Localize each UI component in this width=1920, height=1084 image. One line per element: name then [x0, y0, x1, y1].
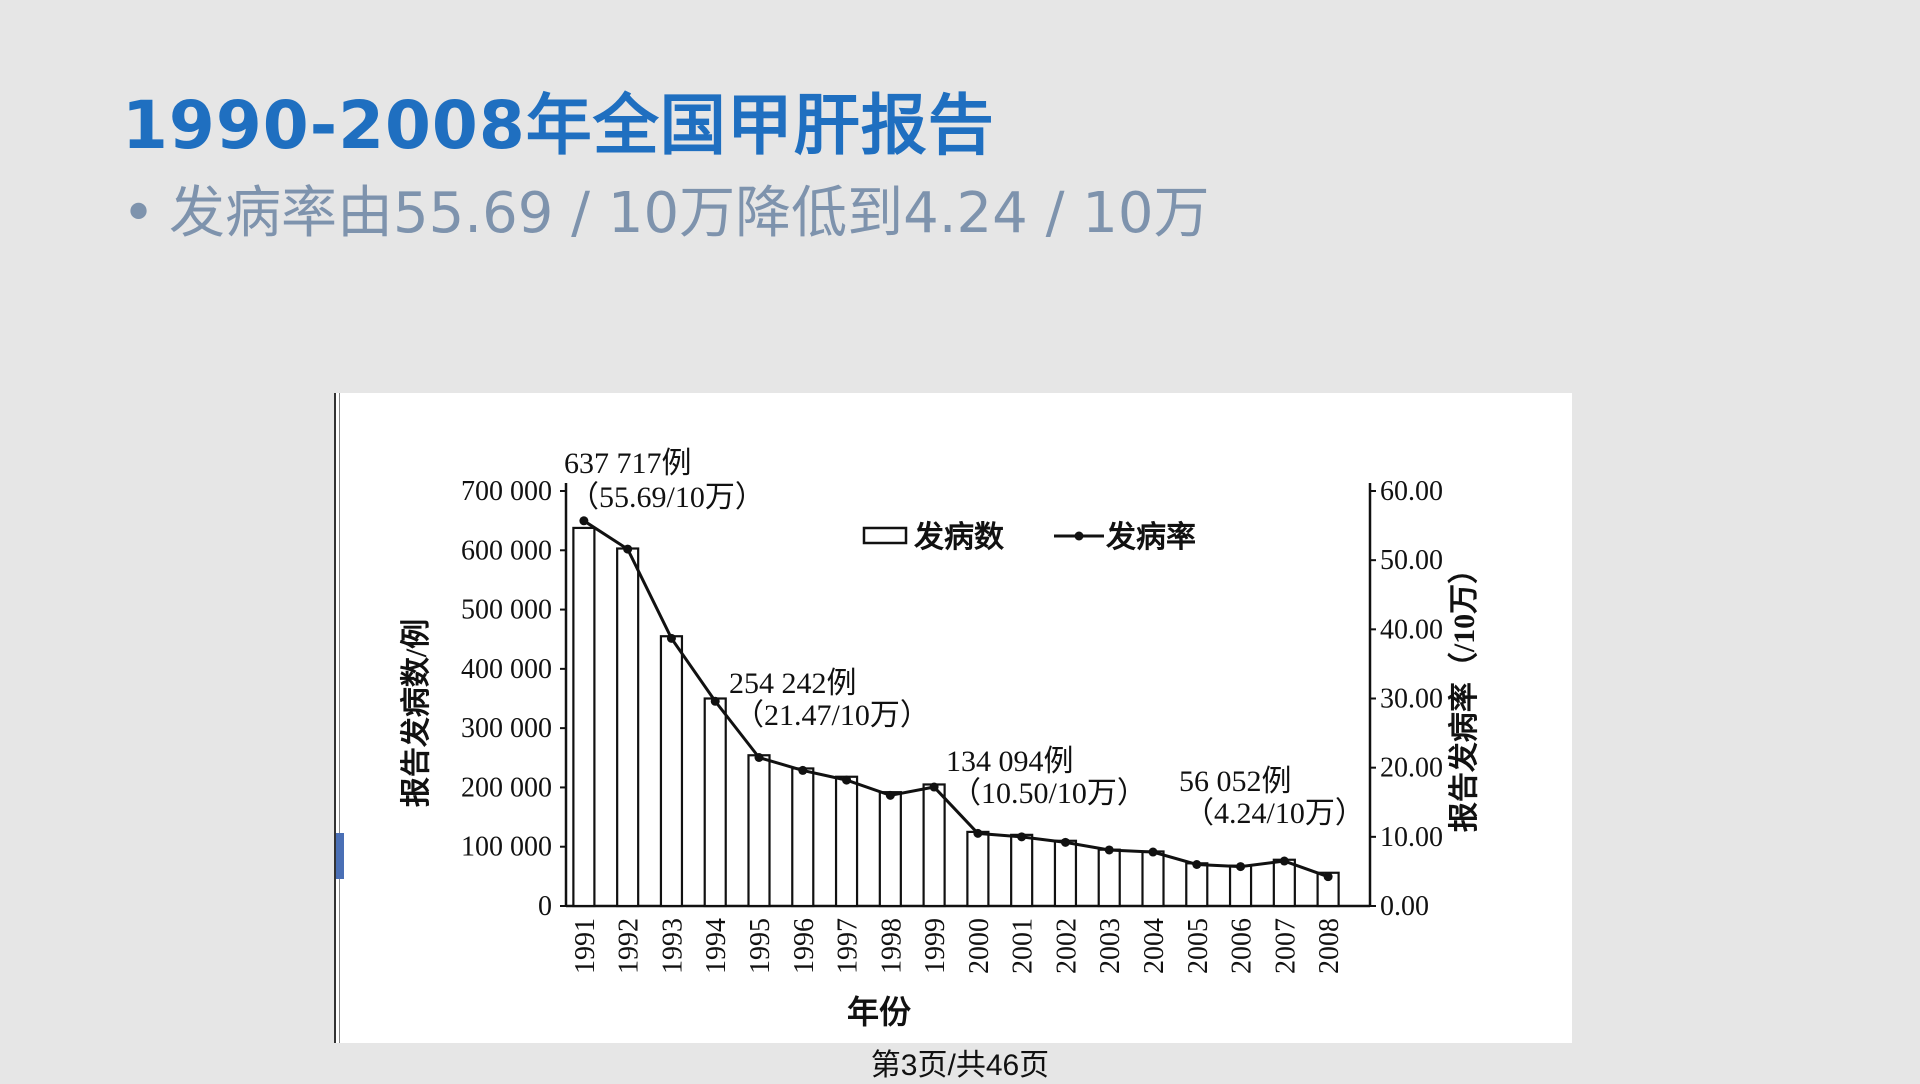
y-tick-label: 400 000	[461, 654, 552, 685]
slide-title: 1990-2008年全国甲肝报告	[122, 87, 995, 164]
data-annotation-count: 134 094例	[946, 745, 1074, 778]
x-tick-label: 1998	[876, 918, 907, 974]
y-tick-label: 100 000	[461, 832, 552, 863]
bar	[791, 767, 815, 908]
y-tick-label: 0	[538, 891, 552, 922]
x-tick-label: 1997	[833, 918, 864, 974]
y2-tick-label: 50.00	[1380, 545, 1443, 576]
rate-line	[583, 519, 1329, 879]
bar	[1272, 858, 1296, 908]
x-tick-label: 1995	[745, 918, 776, 974]
legend-bar-label: 发病数	[913, 521, 1005, 554]
rate-point	[1323, 872, 1333, 882]
rate-point	[885, 790, 895, 800]
rate-point	[1148, 847, 1158, 857]
rate-point	[1104, 845, 1114, 855]
slide-bullet: • 发病率由55.69 / 10万降低到4.24 / 10万	[122, 168, 1210, 249]
x-tick-label: 2004	[1139, 918, 1170, 974]
bar	[1185, 862, 1209, 908]
x-tick-label: 1994	[701, 918, 732, 974]
x-tick-label: 1993	[657, 918, 688, 974]
y2-tick-label: 30.00	[1380, 684, 1443, 715]
data-annotation-count: 56 052例	[1179, 765, 1292, 798]
y-tick-label: 500 000	[461, 595, 552, 626]
rate-point	[842, 775, 852, 785]
x-tick-label: 2002	[1051, 918, 1082, 974]
bar	[659, 635, 684, 908]
rate-point	[1060, 837, 1070, 847]
frame-edge	[334, 393, 340, 1043]
x-tick-label: 1991	[570, 918, 601, 974]
x-tick-label: 2003	[1095, 918, 1126, 974]
bar	[747, 754, 771, 908]
legend-bar-swatch	[862, 526, 908, 545]
chart-image: 0 100 000 200 000 300 000 400 000 500 000 600 …	[334, 393, 1572, 1043]
bar	[1228, 864, 1253, 908]
rate-point	[798, 765, 808, 775]
y-tick-label: 700 000	[461, 476, 552, 507]
data-annotation-rate: （55.69/10万）	[569, 481, 765, 514]
y2-axis-label: 报告发病率（/10万）	[1447, 554, 1481, 832]
bar	[572, 526, 596, 908]
y2-tick-label: 20.00	[1380, 753, 1443, 784]
legend-line-label: 发病率	[1105, 521, 1196, 554]
y-axis-label: 报告发病数/例	[400, 619, 433, 807]
x-tick-label: 2000	[964, 918, 995, 974]
y-tick-label: 600 000	[461, 535, 552, 566]
y-tick-label: 200 000	[461, 772, 552, 803]
x-tick-label: 2007	[1270, 918, 1301, 974]
data-annotation-count: 254 242例	[729, 667, 857, 700]
incidence-chart: 0 100 000 200 000 300 000 400 000 500 000 600 …	[400, 447, 1481, 1030]
bar	[834, 775, 859, 908]
bar	[878, 791, 902, 908]
x-tick-label: 1996	[789, 918, 820, 974]
page-footer: 第3页/共46页	[870, 1049, 1050, 1082]
y2-tick-label: 60.00	[1380, 476, 1443, 507]
x-tick-label: 2006	[1227, 918, 1258, 974]
rate-point	[579, 516, 589, 526]
bullet-text: 发病率由55.69 / 10万降低到4.24 / 10万	[169, 181, 1210, 246]
rate-point	[1192, 860, 1202, 869]
bar	[1141, 850, 1165, 908]
rate-point	[666, 633, 676, 643]
bar	[1097, 848, 1121, 908]
rate-point	[623, 544, 633, 554]
bar	[1053, 839, 1078, 908]
bar	[966, 830, 990, 908]
legend-line-marker	[1074, 531, 1084, 541]
rate-point	[710, 696, 720, 706]
y2-tick-label: 40.00	[1380, 614, 1443, 645]
bar	[703, 697, 727, 908]
x-axis-label: 年份	[847, 994, 911, 1030]
x-tick-label: 2005	[1183, 918, 1214, 974]
data-annotation-rate: （4.24/10万）	[1184, 797, 1365, 830]
rate-point	[973, 828, 983, 838]
bullet-marker: •	[122, 181, 156, 246]
x-tick-label: 2001	[1008, 918, 1039, 974]
y-tick-label: 300 000	[461, 713, 552, 744]
rate-point	[1017, 832, 1027, 842]
x-tick-label: 2008	[1314, 918, 1345, 974]
rate-point	[1279, 856, 1289, 866]
x-tick-label: 1999	[920, 918, 951, 974]
rate-point	[754, 752, 764, 762]
data-annotation-rate: （10.50/10万）	[951, 777, 1147, 810]
frame-marker	[336, 833, 344, 879]
x-tick-label: 1992	[614, 918, 645, 974]
y2-tick-label: 0.00	[1380, 891, 1429, 922]
y2-tick-label: 10.00	[1380, 822, 1443, 853]
rate-point	[1236, 862, 1246, 872]
bar	[1010, 833, 1034, 908]
data-annotation-count: 637 717例	[564, 447, 692, 480]
rate-point	[929, 782, 939, 792]
bar	[922, 783, 946, 908]
bar	[616, 547, 640, 908]
data-annotation-rate: （21.47/10万）	[734, 699, 930, 732]
